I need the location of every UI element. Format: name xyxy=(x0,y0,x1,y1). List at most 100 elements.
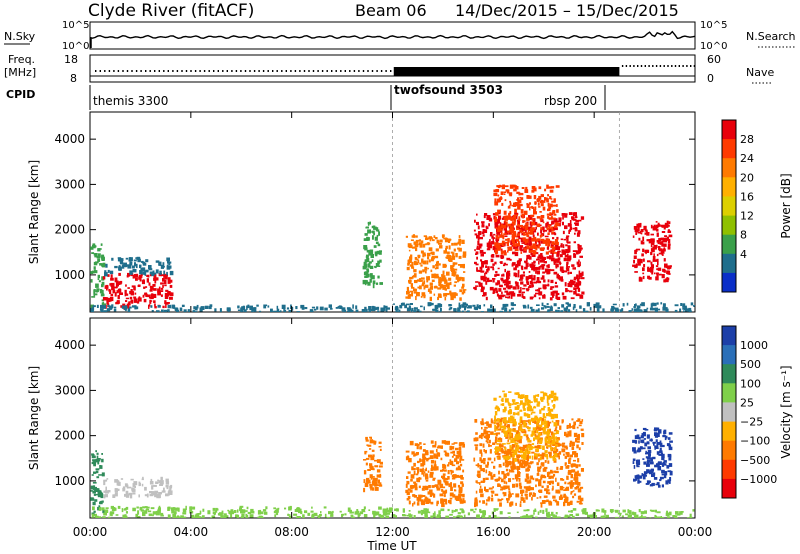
data-cell xyxy=(366,268,369,271)
data-cell xyxy=(547,460,550,464)
data-cell xyxy=(448,257,453,262)
data-cell xyxy=(435,263,439,267)
data-cell xyxy=(541,264,546,267)
data-cell xyxy=(517,273,520,278)
data-cell xyxy=(508,494,512,498)
data-cell xyxy=(555,247,558,250)
data-cell xyxy=(541,485,544,488)
data-cell xyxy=(669,440,673,443)
data-cell xyxy=(520,237,524,243)
data-cell xyxy=(536,403,540,407)
data-cell xyxy=(102,276,106,280)
data-cell xyxy=(564,514,568,518)
data-cell xyxy=(652,256,656,261)
data-cell xyxy=(554,281,557,284)
data-cell xyxy=(101,254,104,259)
data-cell xyxy=(405,489,409,494)
data-cell xyxy=(364,271,369,274)
data-cell xyxy=(419,243,423,248)
data-cell xyxy=(386,512,391,515)
data-cell xyxy=(566,263,568,267)
data-cell xyxy=(320,511,322,514)
data-cell xyxy=(560,494,563,497)
data-cell xyxy=(663,460,667,463)
data-cell xyxy=(115,489,118,493)
data-cell xyxy=(533,281,538,284)
data-cell xyxy=(484,272,486,278)
data-cell xyxy=(459,289,463,293)
data-cell xyxy=(413,288,416,292)
data-cell xyxy=(496,236,500,240)
data-cell xyxy=(552,248,554,253)
data-cell xyxy=(536,289,541,292)
data-cell xyxy=(553,437,556,441)
data-cell xyxy=(610,308,614,311)
data-cell xyxy=(104,270,107,274)
data-cell xyxy=(542,427,546,432)
data-cell xyxy=(461,310,464,312)
freq-dot xyxy=(199,70,201,72)
data-cell xyxy=(552,485,554,490)
data-cell xyxy=(495,189,500,193)
data-cell xyxy=(476,247,481,250)
data-cell xyxy=(569,430,572,434)
data-cell xyxy=(420,445,422,450)
data-cell xyxy=(369,221,371,225)
data-cell xyxy=(564,254,568,258)
data-cell xyxy=(92,485,96,490)
freq-dot xyxy=(267,70,269,72)
data-cell xyxy=(445,248,447,253)
data-cell xyxy=(258,515,263,518)
data-cell xyxy=(383,512,387,516)
data-cell xyxy=(475,285,479,287)
data-cell xyxy=(140,273,143,276)
data-cell xyxy=(101,472,105,477)
data-cell xyxy=(660,302,663,305)
data-cell xyxy=(122,514,126,518)
data-cell xyxy=(524,189,529,193)
data-cell xyxy=(569,470,572,473)
freq-unit: [MHz] xyxy=(4,66,36,79)
data-cell xyxy=(97,460,100,465)
data-cell xyxy=(575,452,578,457)
data-cell xyxy=(502,304,505,309)
data-cell xyxy=(130,289,133,293)
data-cell xyxy=(543,294,546,297)
data-cell xyxy=(418,242,423,246)
data-cell xyxy=(425,500,430,504)
data-cell xyxy=(375,252,378,257)
data-cell xyxy=(479,236,483,240)
data-cell xyxy=(487,423,491,426)
data-cell xyxy=(652,242,655,245)
data-cell xyxy=(528,480,532,484)
data-cell xyxy=(647,268,651,272)
data-cell xyxy=(546,446,549,449)
data-cell xyxy=(523,231,526,236)
data-cell xyxy=(159,483,163,486)
data-cell xyxy=(533,247,538,250)
data-cell xyxy=(349,509,352,514)
data-cell xyxy=(665,435,668,439)
data-cell xyxy=(450,296,454,301)
colorbar-swatch xyxy=(722,326,736,346)
data-cell xyxy=(571,463,576,467)
data-cell xyxy=(439,296,442,298)
data-cell xyxy=(368,306,372,311)
data-cell xyxy=(107,490,111,493)
data-cell xyxy=(455,455,460,459)
data-cell xyxy=(411,292,413,297)
data-cell xyxy=(423,280,426,285)
data-cell xyxy=(517,461,522,464)
data-cell xyxy=(540,229,542,234)
data-cell xyxy=(373,477,376,482)
data-cell xyxy=(498,233,501,236)
data-cell xyxy=(508,406,512,409)
data-cell xyxy=(495,234,498,239)
data-cell xyxy=(642,447,646,450)
data-cell xyxy=(434,285,437,288)
data-cell xyxy=(136,301,140,304)
data-cell xyxy=(661,516,665,518)
data-cell xyxy=(530,252,533,256)
y-tick-label: 1000 xyxy=(54,474,85,488)
data-cell xyxy=(482,477,486,483)
